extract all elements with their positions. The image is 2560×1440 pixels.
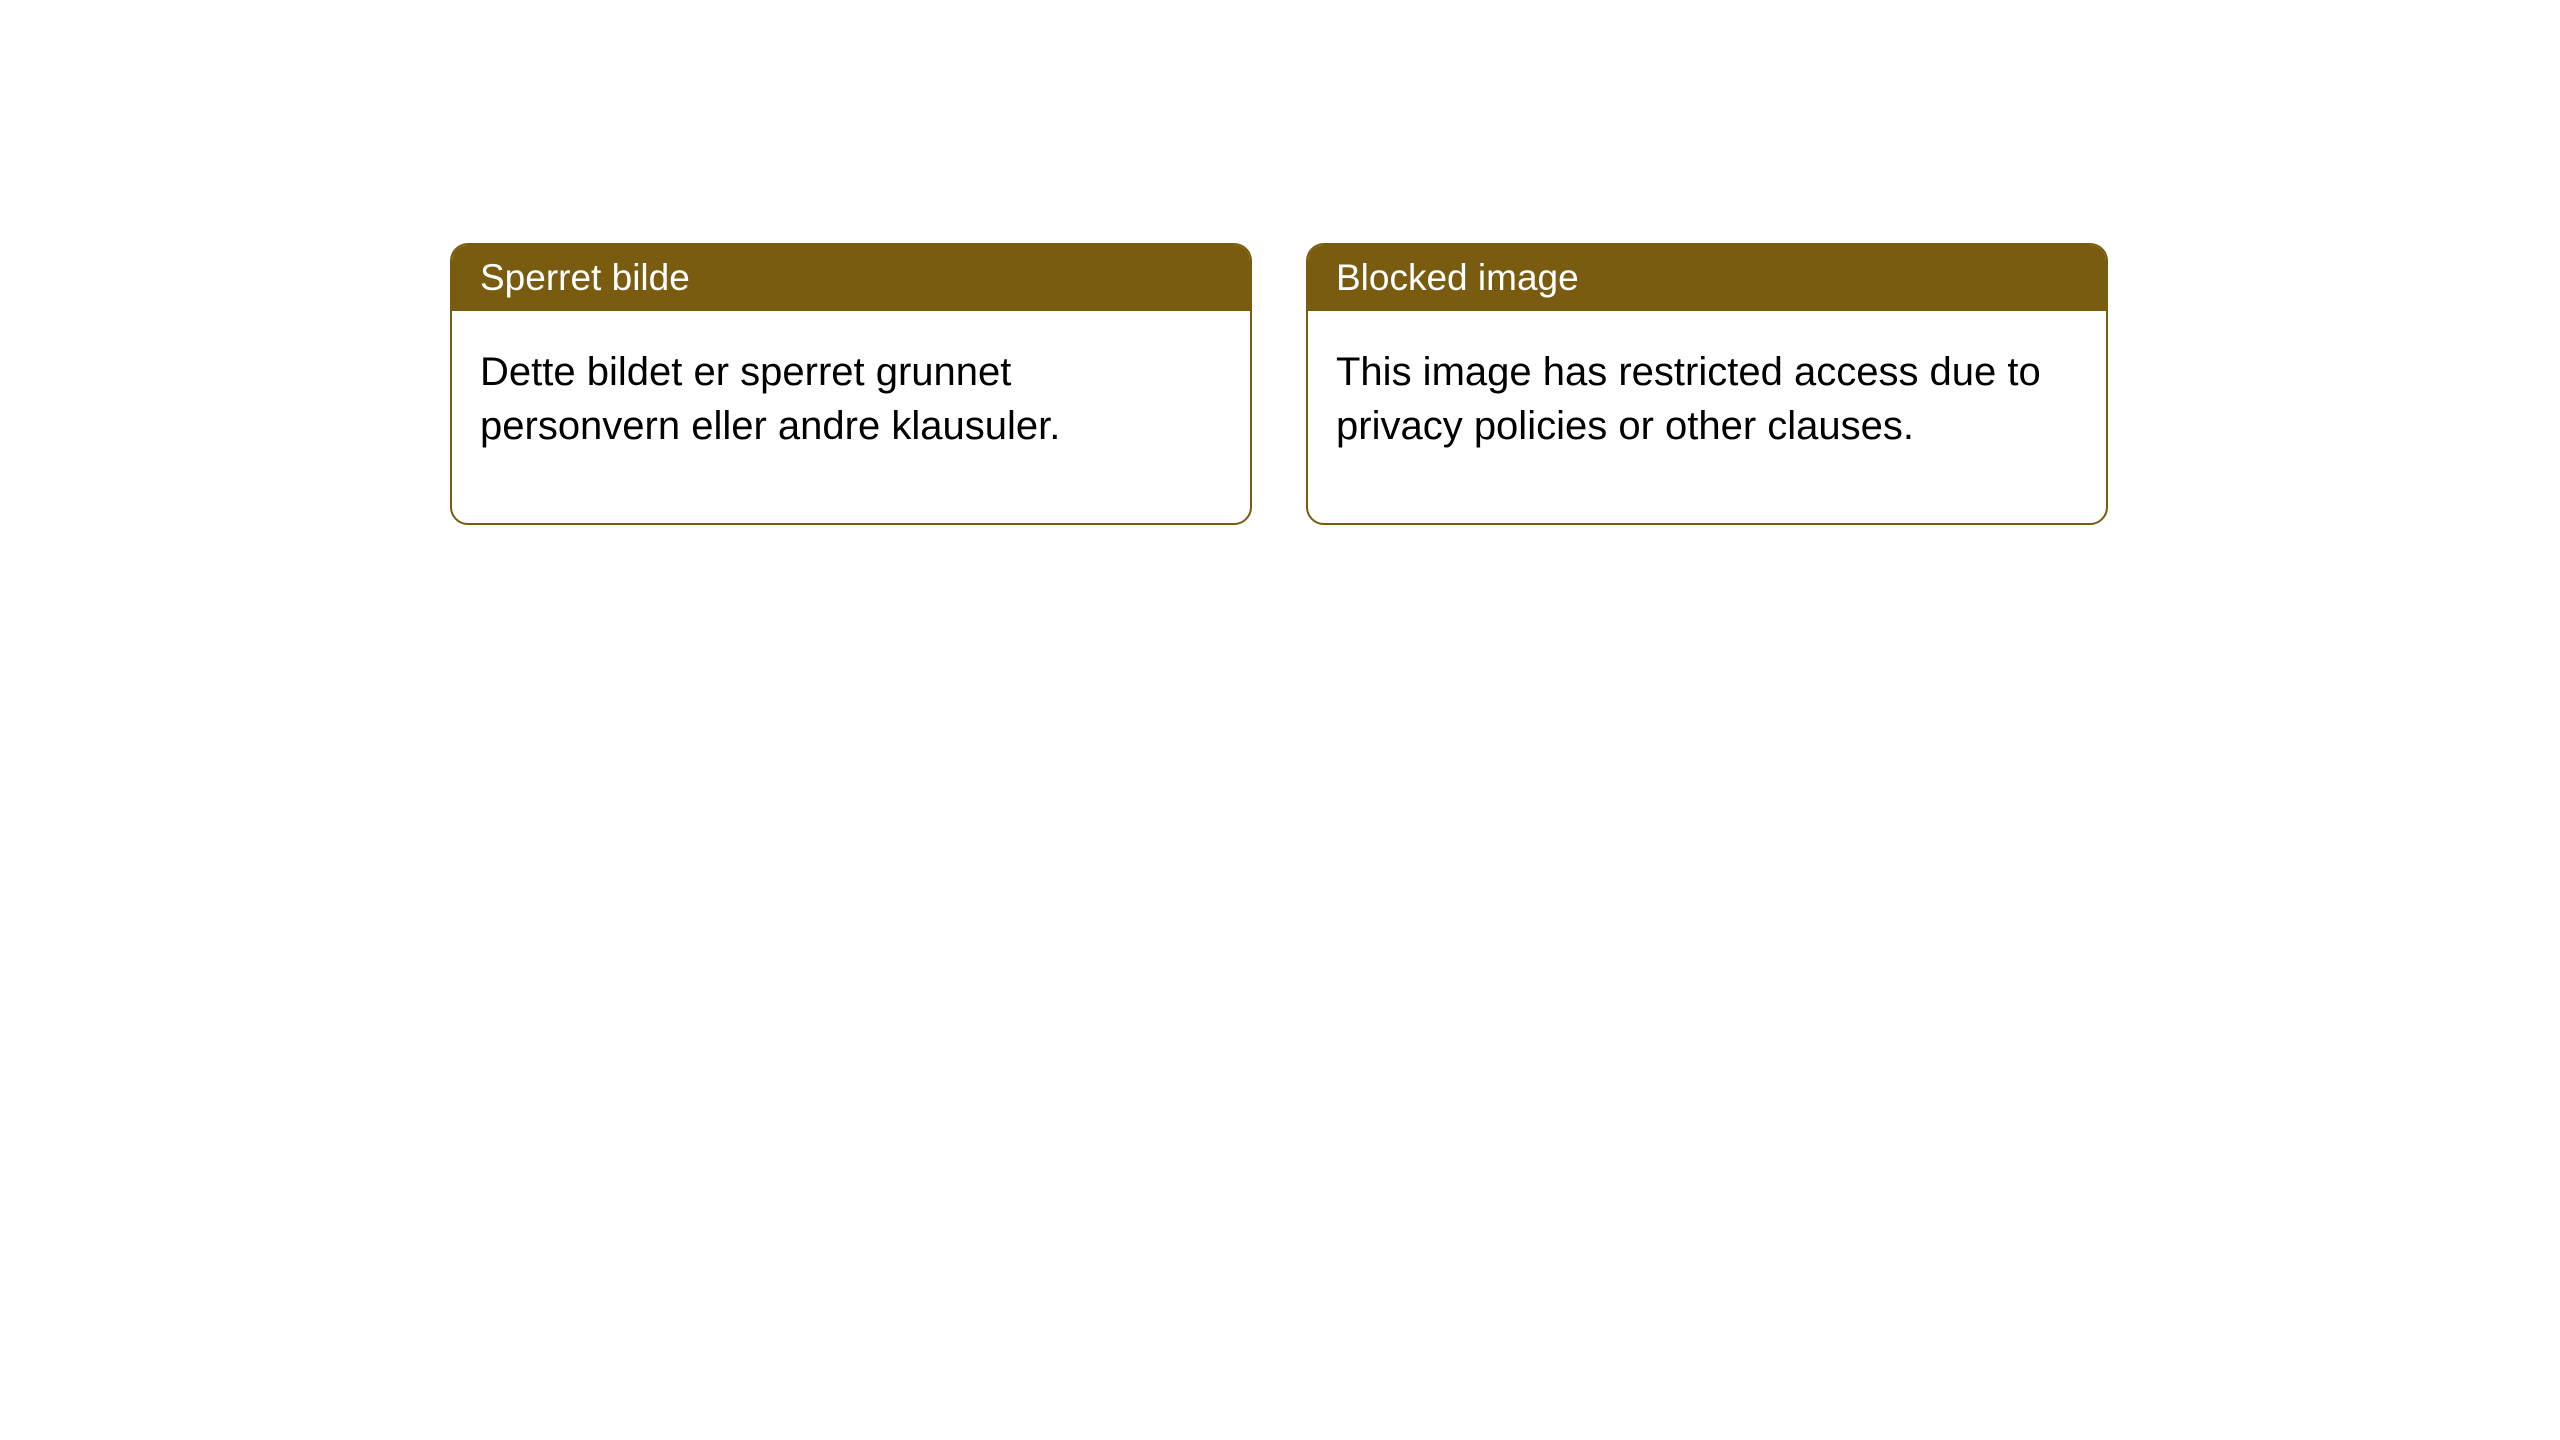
notice-body-norwegian: Dette bildet er sperret grunnet personve… <box>452 311 1250 523</box>
notice-card-english: Blocked image This image has restricted … <box>1306 243 2108 525</box>
notice-header-english: Blocked image <box>1308 245 2106 311</box>
notice-container: Sperret bilde Dette bildet er sperret gr… <box>450 243 2108 525</box>
notice-card-norwegian: Sperret bilde Dette bildet er sperret gr… <box>450 243 1252 525</box>
notice-body-english: This image has restricted access due to … <box>1308 311 2106 523</box>
notice-header-norwegian: Sperret bilde <box>452 245 1250 311</box>
